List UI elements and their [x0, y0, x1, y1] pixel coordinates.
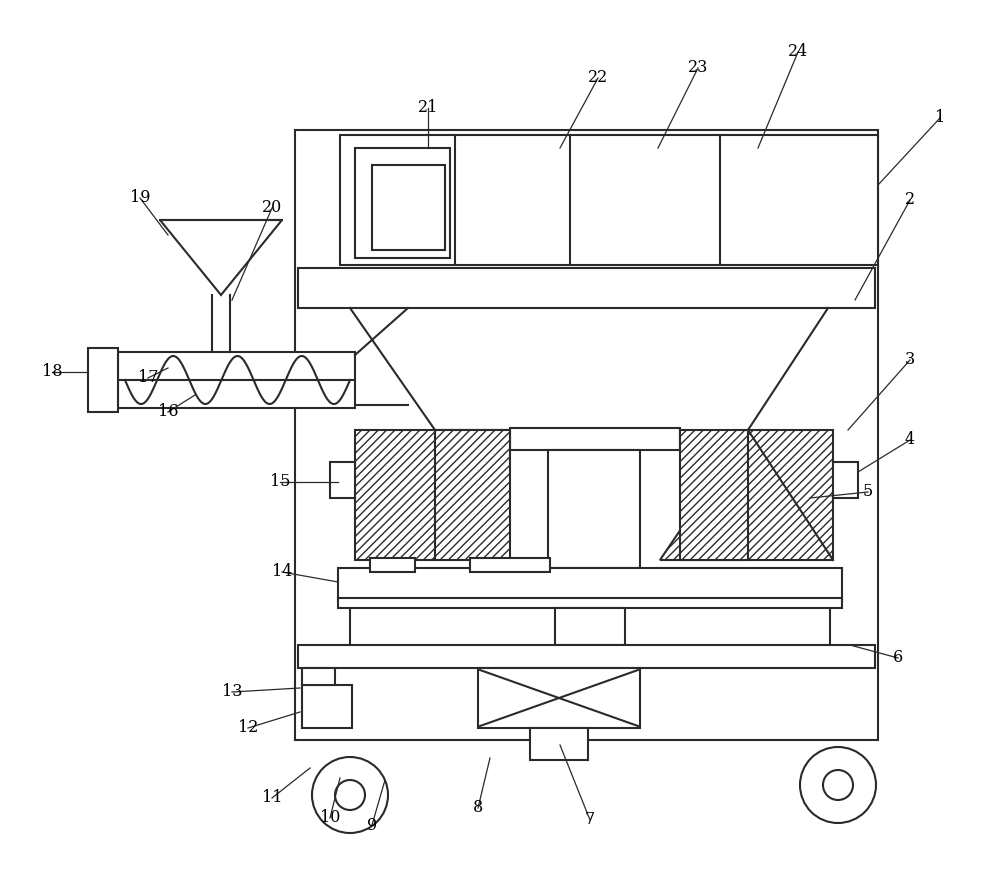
Bar	[302, 685, 352, 728]
Circle shape	[312, 757, 388, 833]
Bar	[833, 462, 858, 498]
Text: 23: 23	[688, 60, 708, 77]
Polygon shape	[680, 430, 748, 560]
Text: 3: 3	[905, 351, 915, 368]
Text: 20: 20	[262, 199, 282, 216]
Bar	[370, 558, 415, 572]
Bar	[372, 165, 445, 250]
Text: 5: 5	[863, 484, 873, 501]
Text: 11: 11	[262, 789, 282, 806]
Bar	[298, 645, 875, 668]
Bar	[298, 268, 875, 308]
Bar	[470, 558, 550, 572]
Bar	[118, 352, 355, 408]
Bar	[555, 608, 625, 645]
Text: 12: 12	[238, 720, 258, 737]
Bar	[338, 598, 842, 608]
Circle shape	[800, 747, 876, 823]
Bar	[330, 462, 355, 498]
Text: 6: 6	[893, 650, 903, 667]
Text: 13: 13	[222, 684, 242, 701]
Bar	[88, 348, 118, 412]
Text: 1: 1	[935, 109, 945, 126]
Circle shape	[823, 770, 853, 800]
Bar	[530, 728, 588, 760]
Text: 14: 14	[272, 563, 292, 580]
Text: 19: 19	[130, 190, 150, 207]
Text: 15: 15	[270, 474, 290, 491]
Text: 21: 21	[418, 99, 438, 116]
Text: 2: 2	[905, 191, 915, 208]
Text: 22: 22	[588, 70, 608, 87]
Text: 24: 24	[788, 44, 808, 61]
Bar	[302, 668, 335, 685]
Text: 4: 4	[905, 432, 915, 449]
Polygon shape	[435, 430, 510, 560]
Text: 10: 10	[320, 809, 340, 826]
Bar	[338, 568, 842, 600]
Bar	[510, 428, 680, 450]
Circle shape	[335, 780, 365, 810]
Polygon shape	[660, 430, 833, 560]
Text: 8: 8	[473, 799, 483, 816]
Polygon shape	[160, 220, 282, 295]
Text: 9: 9	[367, 816, 377, 833]
Text: 17: 17	[138, 369, 158, 386]
Bar	[355, 148, 450, 258]
Bar	[340, 135, 878, 265]
Text: 7: 7	[585, 812, 595, 829]
Text: 16: 16	[158, 403, 178, 420]
Polygon shape	[355, 430, 510, 560]
Bar	[478, 668, 640, 728]
Bar	[548, 450, 640, 568]
Text: 18: 18	[42, 364, 62, 381]
Bar	[295, 130, 878, 740]
